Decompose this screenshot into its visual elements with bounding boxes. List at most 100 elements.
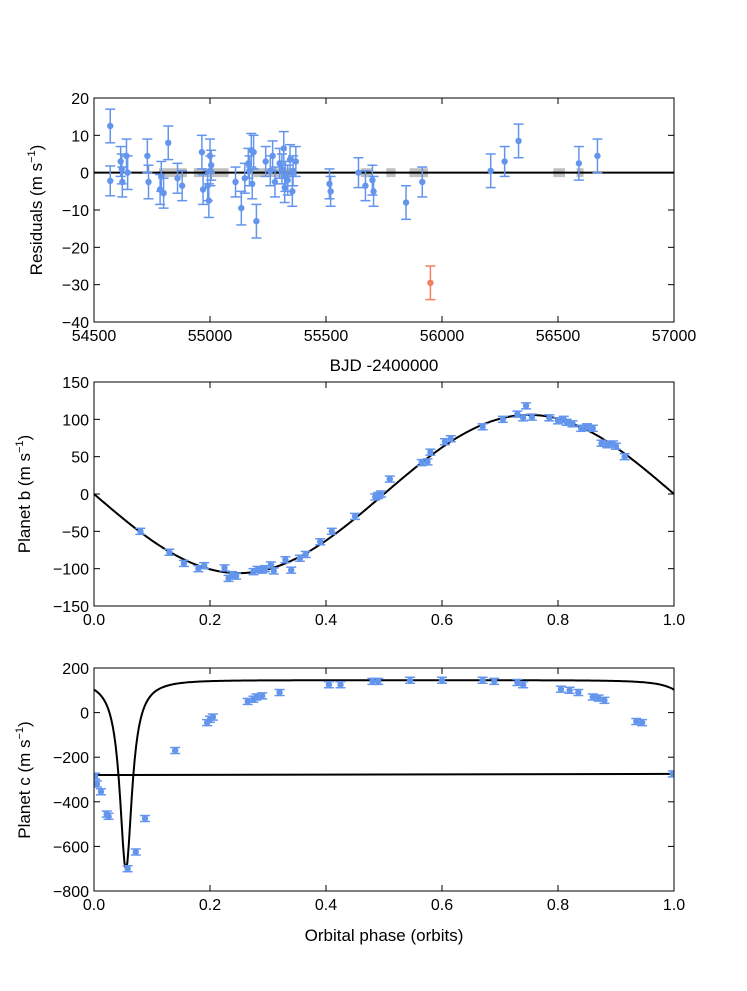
planet-c-data-point xyxy=(667,770,674,778)
planet-b-data-point xyxy=(280,555,291,564)
planet-b-data-point xyxy=(422,458,433,466)
residuals-y-tick-label: 10 xyxy=(71,128,89,145)
planet-c-panel: 0.0 0.2 0.4 0.6 0.8 1.0 200 0 −200 −400 −600 −800 O… xyxy=(14,661,685,945)
planet-b-y-tick-label: 50 xyxy=(71,450,89,467)
planet-c-data-point xyxy=(95,788,106,796)
planet-b-data-point xyxy=(384,475,395,483)
planet-c-y-axis-label: Planet c (m s−1) xyxy=(14,721,34,838)
residuals-data-point xyxy=(248,134,259,170)
planet-c-y-tick-label: 200 xyxy=(62,661,89,678)
planet-b-data-point xyxy=(611,442,621,450)
planet-b-data-point xyxy=(544,414,555,422)
residuals-data-point xyxy=(353,156,364,189)
planet-c-x-tick-label: 0.8 xyxy=(547,897,569,914)
planet-c-data-point xyxy=(573,688,584,697)
residuals-data-point xyxy=(485,153,496,189)
planet-c-data-point xyxy=(130,848,141,856)
planet-c-data-point xyxy=(274,688,285,697)
planet-b-data-point xyxy=(518,414,529,422)
residuals-data-point xyxy=(573,145,584,181)
planet-b-data-point xyxy=(164,548,175,556)
planet-b-data-point xyxy=(425,448,436,456)
planet-b-data-point xyxy=(350,512,360,521)
residuals-data-point xyxy=(269,166,280,198)
residuals-x-tick-label: 56500 xyxy=(536,328,581,345)
residuals-panel: 54500 55000 55500 56000 56500 57000 20 10 0 −10 −2… xyxy=(26,91,696,375)
planet-b-data-point xyxy=(300,550,311,559)
residuals-data-point xyxy=(499,145,510,178)
residuals-x-tick-label: 56000 xyxy=(420,328,465,345)
planet-c-data-point xyxy=(555,685,566,693)
planet-c-data-point xyxy=(94,780,102,788)
planet-b-x-tick-label: 0.8 xyxy=(547,612,569,629)
planet-c-data-point xyxy=(564,686,575,695)
residuals-data-point xyxy=(117,166,128,198)
planet-c-y-tick-label: 0 xyxy=(80,706,89,723)
residuals-data-point xyxy=(401,184,412,221)
residuals-data-point xyxy=(203,183,214,219)
planet-c-data-point xyxy=(599,696,610,705)
planet-c-y-tick-label: −400 xyxy=(53,795,89,812)
planet-b-data-point xyxy=(619,452,630,461)
residuals-data-point xyxy=(325,175,336,208)
planet-b-data-point xyxy=(521,402,532,410)
planet-b-data-point xyxy=(567,420,578,428)
residuals-data-point xyxy=(236,190,247,226)
planet-c-x-tick-label: 1.0 xyxy=(663,897,685,914)
residuals-data-point xyxy=(143,164,154,200)
planet-c-data-point xyxy=(170,746,181,755)
planet-b-data-point xyxy=(587,424,598,433)
planet-b-x-tick-label: 1.0 xyxy=(663,612,685,629)
residuals-data-point xyxy=(513,123,524,159)
residuals-data-point xyxy=(267,140,278,172)
planet-b-x-tick-label: 0.0 xyxy=(83,612,105,629)
planet-c-data-point xyxy=(367,677,378,686)
planet-b-data-point xyxy=(326,527,337,536)
residuals-data-point xyxy=(172,162,183,194)
residuals-outlier-point xyxy=(425,265,436,301)
planet-c-data-point xyxy=(437,676,447,685)
planet-c-data-point xyxy=(405,676,416,685)
planet-b-data-point xyxy=(376,490,387,498)
residuals-data-point xyxy=(290,145,301,178)
planet-b-y-tick-label: 150 xyxy=(62,375,89,392)
residuals-y-tick-label: −10 xyxy=(62,203,89,220)
planet-c-data-point xyxy=(489,677,500,686)
residuals-data-point xyxy=(260,145,271,178)
residuals-data-point xyxy=(196,134,207,170)
planet-b-x-tick-label: 0.6 xyxy=(431,612,453,629)
residuals-data-point xyxy=(158,177,169,209)
planet-c-x-tick-label: 0.0 xyxy=(83,897,105,914)
planet-b-data-point xyxy=(231,572,242,580)
planet-b-y-tick-label: −100 xyxy=(53,562,89,579)
planet-c-x-tick-label: 0.2 xyxy=(199,897,221,914)
residuals-data-point xyxy=(368,175,379,208)
planet-c-x-tick-label: 0.6 xyxy=(431,897,453,914)
planet-c-y-tick-label: −600 xyxy=(53,839,89,856)
planet-b-data-point xyxy=(315,538,326,546)
residuals-x-tick-label: 55500 xyxy=(304,328,349,345)
planet-b-data-point xyxy=(582,423,592,431)
residuals-y-axis-label: Residuals (m s−1) xyxy=(26,145,46,276)
residuals-data-point xyxy=(142,138,153,174)
residuals-data-point xyxy=(251,203,262,239)
planet-b-x-tick-label: 0.2 xyxy=(199,612,221,629)
planet-c-data-point xyxy=(518,680,529,689)
planet-c-data-point xyxy=(637,718,648,727)
planet-b-y-tick-label: −150 xyxy=(53,599,89,616)
planet-c-baseline xyxy=(94,772,674,777)
residuals-data-point xyxy=(105,165,116,197)
planet-b-data-point xyxy=(199,561,210,570)
planet-c-data-point xyxy=(94,772,101,780)
residuals-data-point xyxy=(360,170,371,202)
planet-b-panel: 0.0 0.2 0.4 0.6 0.8 1.0 150 100 50 0 −50 −100 −150 P… xyxy=(14,375,685,629)
planet-b-data-point xyxy=(445,434,456,443)
planet-c-data-point xyxy=(207,713,218,721)
residuals-data-point xyxy=(198,173,209,206)
planet-c-y-tick-label: −800 xyxy=(53,884,89,901)
residuals-y-tick-label: −20 xyxy=(62,240,89,257)
residuals-x-tick-label: 54500 xyxy=(72,328,117,345)
residuals-y-tick-label: −30 xyxy=(62,278,89,295)
planet-b-data-point xyxy=(268,567,279,575)
